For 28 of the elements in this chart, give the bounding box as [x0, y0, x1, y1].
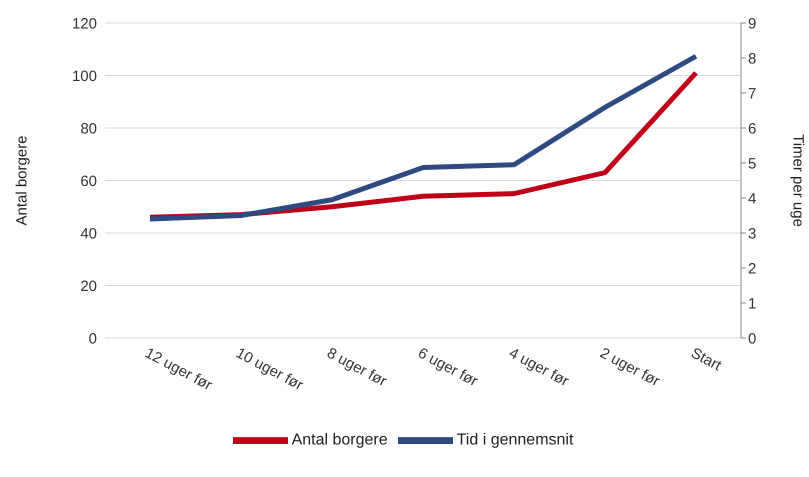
- y-tick-label: 40: [80, 225, 97, 242]
- y-axis-title: Antal borgere: [13, 135, 30, 226]
- x-tick-label: 4 uger før: [506, 344, 572, 390]
- y2-tick-label: 8: [748, 50, 756, 68]
- x-tick-label: 10 uger før: [233, 344, 306, 394]
- y2-tick-label: 5: [748, 155, 756, 172]
- x-tick-label: 8 uger før: [324, 344, 390, 390]
- y-tick-label: 100: [72, 68, 97, 85]
- legend-label: Antal borgere: [292, 432, 388, 449]
- y2-axis-title: Timer per uge: [790, 134, 807, 227]
- y-tick-label: 20: [80, 278, 97, 295]
- y2-tick-label: 4: [748, 190, 756, 208]
- y-tick-label: 120: [72, 15, 97, 32]
- y2-tick-label: 0: [748, 330, 756, 348]
- y2-tick-label: 2: [748, 260, 756, 278]
- x-tick-label: 12 uger før: [142, 344, 215, 394]
- x-tick-label: 6 uger før: [415, 344, 481, 390]
- y2-tick-label: 6: [748, 120, 756, 138]
- x-tick-label: Start: [688, 344, 725, 375]
- y2-tick-label: 3: [748, 225, 756, 242]
- y2-tick-label: 9: [748, 15, 756, 32]
- y2-tick-label: 1: [748, 295, 756, 312]
- y-tick-label: 0: [88, 330, 97, 348]
- y-tick-label: 80: [80, 120, 97, 138]
- y-tick-label: 60: [80, 172, 97, 190]
- y2-tick-label: 7: [748, 85, 756, 102]
- legend-label: Tid i gennemsnit: [456, 432, 574, 449]
- x-tick-label: 2 uger før: [597, 344, 663, 390]
